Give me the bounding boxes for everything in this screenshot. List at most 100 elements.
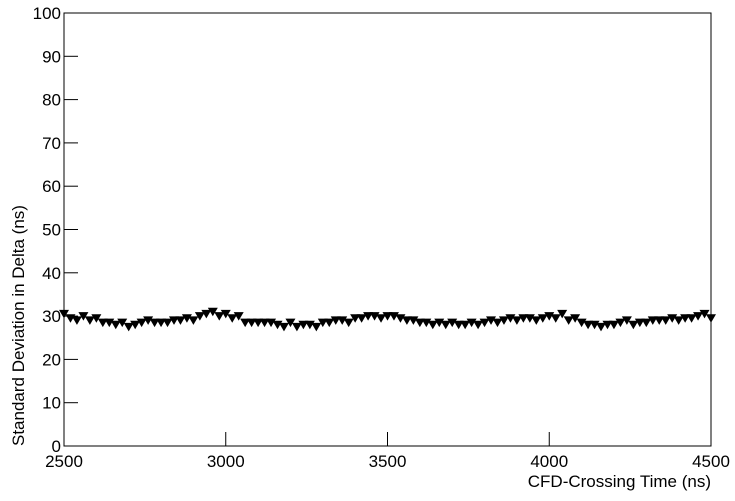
y-tick-label: 0 — [52, 437, 61, 456]
y-tick-label: 10 — [42, 394, 61, 413]
marker — [149, 318, 160, 328]
marker — [440, 320, 451, 330]
marker — [686, 314, 697, 323]
marker — [395, 314, 406, 323]
marker — [117, 318, 128, 328]
marker — [71, 316, 82, 325]
marker — [460, 320, 471, 330]
marker — [693, 312, 704, 321]
marker — [156, 318, 167, 328]
marker — [227, 314, 238, 323]
marker — [78, 312, 89, 321]
marker — [570, 314, 581, 323]
marker — [291, 322, 302, 332]
marker — [246, 318, 257, 328]
marker — [91, 314, 102, 323]
marker — [337, 316, 348, 325]
y-axis-label: Standard Deviation in Delta (ns) — [9, 205, 28, 446]
marker — [524, 314, 535, 323]
marker — [563, 316, 574, 325]
x-tick-label: 4500 — [692, 452, 730, 471]
marker — [84, 316, 95, 325]
marker — [518, 314, 529, 323]
marker — [498, 316, 509, 325]
marker — [253, 318, 264, 328]
marker — [181, 314, 192, 323]
y-tick-label: 70 — [42, 134, 61, 153]
y-tick-label: 80 — [42, 91, 61, 110]
marker — [110, 320, 121, 330]
marker — [350, 314, 361, 323]
marker — [401, 316, 412, 325]
marker — [466, 318, 477, 328]
marker — [220, 309, 231, 319]
marker — [634, 318, 645, 328]
x-tick-label: 2500 — [45, 452, 83, 471]
marker — [298, 320, 309, 330]
marker — [175, 316, 186, 325]
marker — [434, 318, 445, 328]
marker — [486, 316, 497, 325]
marker — [266, 318, 277, 328]
marker — [382, 312, 393, 321]
marker — [233, 312, 244, 321]
marker — [641, 318, 652, 328]
marker — [557, 309, 568, 319]
y-tick-label: 20 — [42, 350, 61, 369]
marker — [680, 314, 691, 323]
marker — [104, 318, 115, 328]
marker — [654, 316, 665, 325]
marker — [59, 309, 69, 319]
marker — [647, 316, 658, 325]
x-axis-label: CFD-Crossing Time (ns) — [528, 472, 711, 491]
marker — [369, 312, 380, 321]
marker — [453, 320, 464, 330]
marker — [317, 318, 328, 328]
marker — [706, 314, 716, 323]
marker — [479, 318, 490, 328]
marker — [376, 314, 387, 323]
marker — [531, 316, 542, 325]
marker — [136, 318, 147, 328]
marker — [602, 320, 613, 330]
marker — [343, 318, 354, 328]
marker — [673, 316, 684, 325]
y-tick-label: 100 — [33, 4, 61, 23]
marker — [201, 309, 212, 319]
marker — [621, 316, 632, 325]
marker — [65, 314, 76, 323]
marker — [447, 318, 458, 328]
marker — [505, 314, 516, 323]
marker — [240, 318, 251, 328]
marker — [363, 312, 374, 321]
y-tick-label: 50 — [42, 221, 61, 240]
marker — [583, 320, 594, 330]
marker — [123, 322, 134, 332]
marker — [194, 312, 205, 321]
marker — [278, 322, 289, 332]
y-tick-label: 30 — [42, 307, 61, 326]
marker — [130, 320, 141, 330]
marker — [304, 320, 315, 330]
marker — [97, 318, 108, 328]
marker — [272, 320, 283, 330]
y-tick-label: 40 — [42, 264, 61, 283]
plot-frame — [63, 12, 712, 447]
marker — [285, 318, 296, 328]
marker — [188, 316, 199, 325]
marker — [324, 318, 335, 328]
marker — [421, 318, 432, 328]
marker — [615, 318, 626, 328]
marker — [660, 316, 671, 325]
marker — [608, 320, 619, 330]
marker — [388, 312, 399, 321]
marker — [628, 320, 639, 330]
marker — [162, 318, 173, 328]
y-tick-label: 60 — [42, 177, 61, 196]
marker — [214, 312, 225, 321]
marker — [473, 320, 484, 330]
marker — [330, 316, 341, 325]
marker — [356, 314, 367, 323]
